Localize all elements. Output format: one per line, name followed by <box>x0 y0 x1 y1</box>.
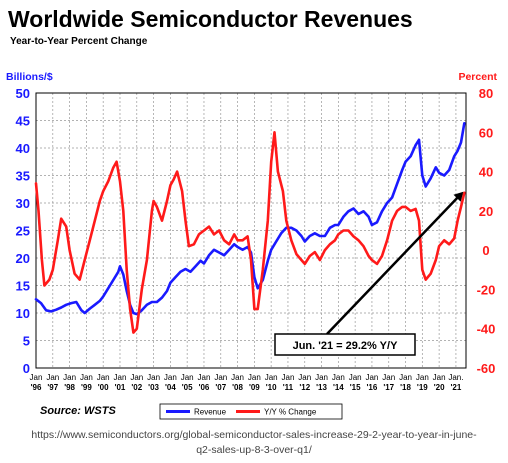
x-tick-label-bottom: '09 <box>249 383 260 392</box>
x-tick-label-bottom: '98 <box>64 383 75 392</box>
x-tick-label-bottom: '21 <box>451 383 462 392</box>
x-tick-label-bottom: '15 <box>350 383 361 392</box>
y-left-tick-label: 5 <box>23 334 30 349</box>
annotation-arrow-line <box>326 194 461 335</box>
x-tick-label-top: Jan <box>46 373 59 382</box>
y-right-tick-label: -40 <box>477 322 496 337</box>
x-tick-label-top: Jan <box>80 373 93 382</box>
y-right-axis-title: Percent <box>458 71 497 83</box>
annotation-arrowhead <box>453 191 464 202</box>
x-tick-label-top: Jan <box>298 373 311 382</box>
annotation-label: Jun. '21 = 29.2% Y/Y <box>293 340 398 352</box>
y-right-tick-label: 20 <box>479 204 493 219</box>
y-left-tick-label: 25 <box>16 224 30 239</box>
y-left-tick-label: 20 <box>16 251 30 266</box>
x-tick-label-top: Jan <box>248 373 261 382</box>
x-tick-label-bottom: '14 <box>333 383 344 392</box>
x-tick-label-bottom: '20 <box>434 383 445 392</box>
source-url-line-2: q2-sales-up-8-3-over-q1/ <box>196 444 312 456</box>
x-tick-label-top: Jan <box>365 373 378 382</box>
x-tick-label-top: Jan <box>332 373 345 382</box>
plot-area <box>36 93 466 368</box>
source-url[interactable]: https://www.semiconductors.org/global-se… <box>0 428 508 458</box>
x-tick-label-top: Jan <box>416 373 429 382</box>
x-tick-label-top: Jan <box>147 373 160 382</box>
x-tick-label-top: Jan <box>382 373 395 382</box>
x-tick-label-bottom: '97 <box>47 383 58 392</box>
y-right-tick-label: -60 <box>477 361 496 376</box>
x-tick-label-top: Jan <box>198 373 211 382</box>
x-tick-label-bottom: '02 <box>131 383 142 392</box>
x-tick-label-bottom: '96 <box>31 383 42 392</box>
source-url-line-1: https://www.semiconductors.org/global-se… <box>31 429 477 441</box>
y-right-tick-label: -20 <box>477 282 496 297</box>
y-left-tick-label: 45 <box>16 114 30 129</box>
chart-subtitle: Year-to-Year Percent Change <box>10 36 148 47</box>
y-left-tick-label: 50 <box>16 86 30 101</box>
x-tick-label-bottom: '05 <box>182 383 193 392</box>
x-tick-label-top: Jan <box>114 373 127 382</box>
x-tick-label-top: Jan <box>164 373 177 382</box>
chart-svg: 0 5 10 15 20 25 30 35 40 45 50 -60 -40 -20 0 20 40 60 80 Ja… <box>6 71 497 420</box>
source-label: Source: WSTS <box>40 405 116 417</box>
annotation-box <box>274 333 416 356</box>
x-tick-label-top: Jan <box>282 373 295 382</box>
x-tick-label-top: Jan <box>181 373 194 382</box>
y-right-tick-label: 0 <box>482 243 489 258</box>
x-tick-label-bottom: '04 <box>165 383 176 392</box>
x-tick-label-bottom: '01 <box>115 383 126 392</box>
x-tick-label-top: Jan <box>130 373 143 382</box>
y-left-tick-label: 35 <box>16 169 30 184</box>
legend-revenue-label: Revenue <box>194 408 227 417</box>
x-tick-label-top: Jan <box>349 373 362 382</box>
plot-border <box>35 92 467 369</box>
x-tick-label-bottom: '12 <box>299 383 310 392</box>
y-left-tick-label: 0 <box>23 361 30 376</box>
x-tick-label-bottom: '17 <box>383 383 394 392</box>
x-tick-label-top: Jan <box>399 373 412 382</box>
y-left-tick-label: 10 <box>16 306 30 321</box>
y-right-tick-label: 80 <box>479 86 493 101</box>
x-tick-label-top: Jan <box>433 373 446 382</box>
x-tick-label-top: Jan <box>231 373 244 382</box>
x-tick-label-top: Jan <box>315 373 328 382</box>
x-tick-label-bottom: '13 <box>316 383 327 392</box>
y-left-tick-label: 15 <box>16 279 30 294</box>
x-tick-label-bottom: '11 <box>283 383 294 392</box>
x-tick-label-bottom: '19 <box>417 383 428 392</box>
x-tick-label-top: Jan <box>97 373 110 382</box>
x-tick-label-bottom: '18 <box>400 383 411 392</box>
yy-change-series-line <box>34 131 466 334</box>
x-tick-label-bottom: '10 <box>266 383 277 392</box>
y-left-tick-label: 30 <box>16 196 30 211</box>
x-tick-label-top: Jan <box>30 373 43 382</box>
y-right-tick-label: 60 <box>479 125 493 140</box>
x-tick-label-bottom: '16 <box>367 383 378 392</box>
x-tick-label-bottom: '03 <box>148 383 159 392</box>
x-tick-label-top: Jan. <box>448 373 463 382</box>
x-tick-label-top: Jan <box>63 373 76 382</box>
x-tick-label-top: Jan <box>214 373 227 382</box>
legend-yy-label: Y/Y % Change <box>264 408 317 417</box>
y-right-tick-label: 40 <box>479 165 493 180</box>
x-tick-label-bottom: '07 <box>215 383 226 392</box>
y-left-tick-label: 40 <box>16 141 30 156</box>
x-tick-label-bottom: '06 <box>199 383 210 392</box>
chart-title: Worldwide Semiconductor Revenues <box>8 6 413 32</box>
y-left-axis-title: Billions/$ <box>6 71 53 83</box>
x-tick-label-bottom: '99 <box>81 383 92 392</box>
x-tick-label-bottom: '08 <box>232 383 243 392</box>
x-tick-label-bottom: '00 <box>98 383 109 392</box>
x-tick-label-top: Jan <box>265 373 278 382</box>
